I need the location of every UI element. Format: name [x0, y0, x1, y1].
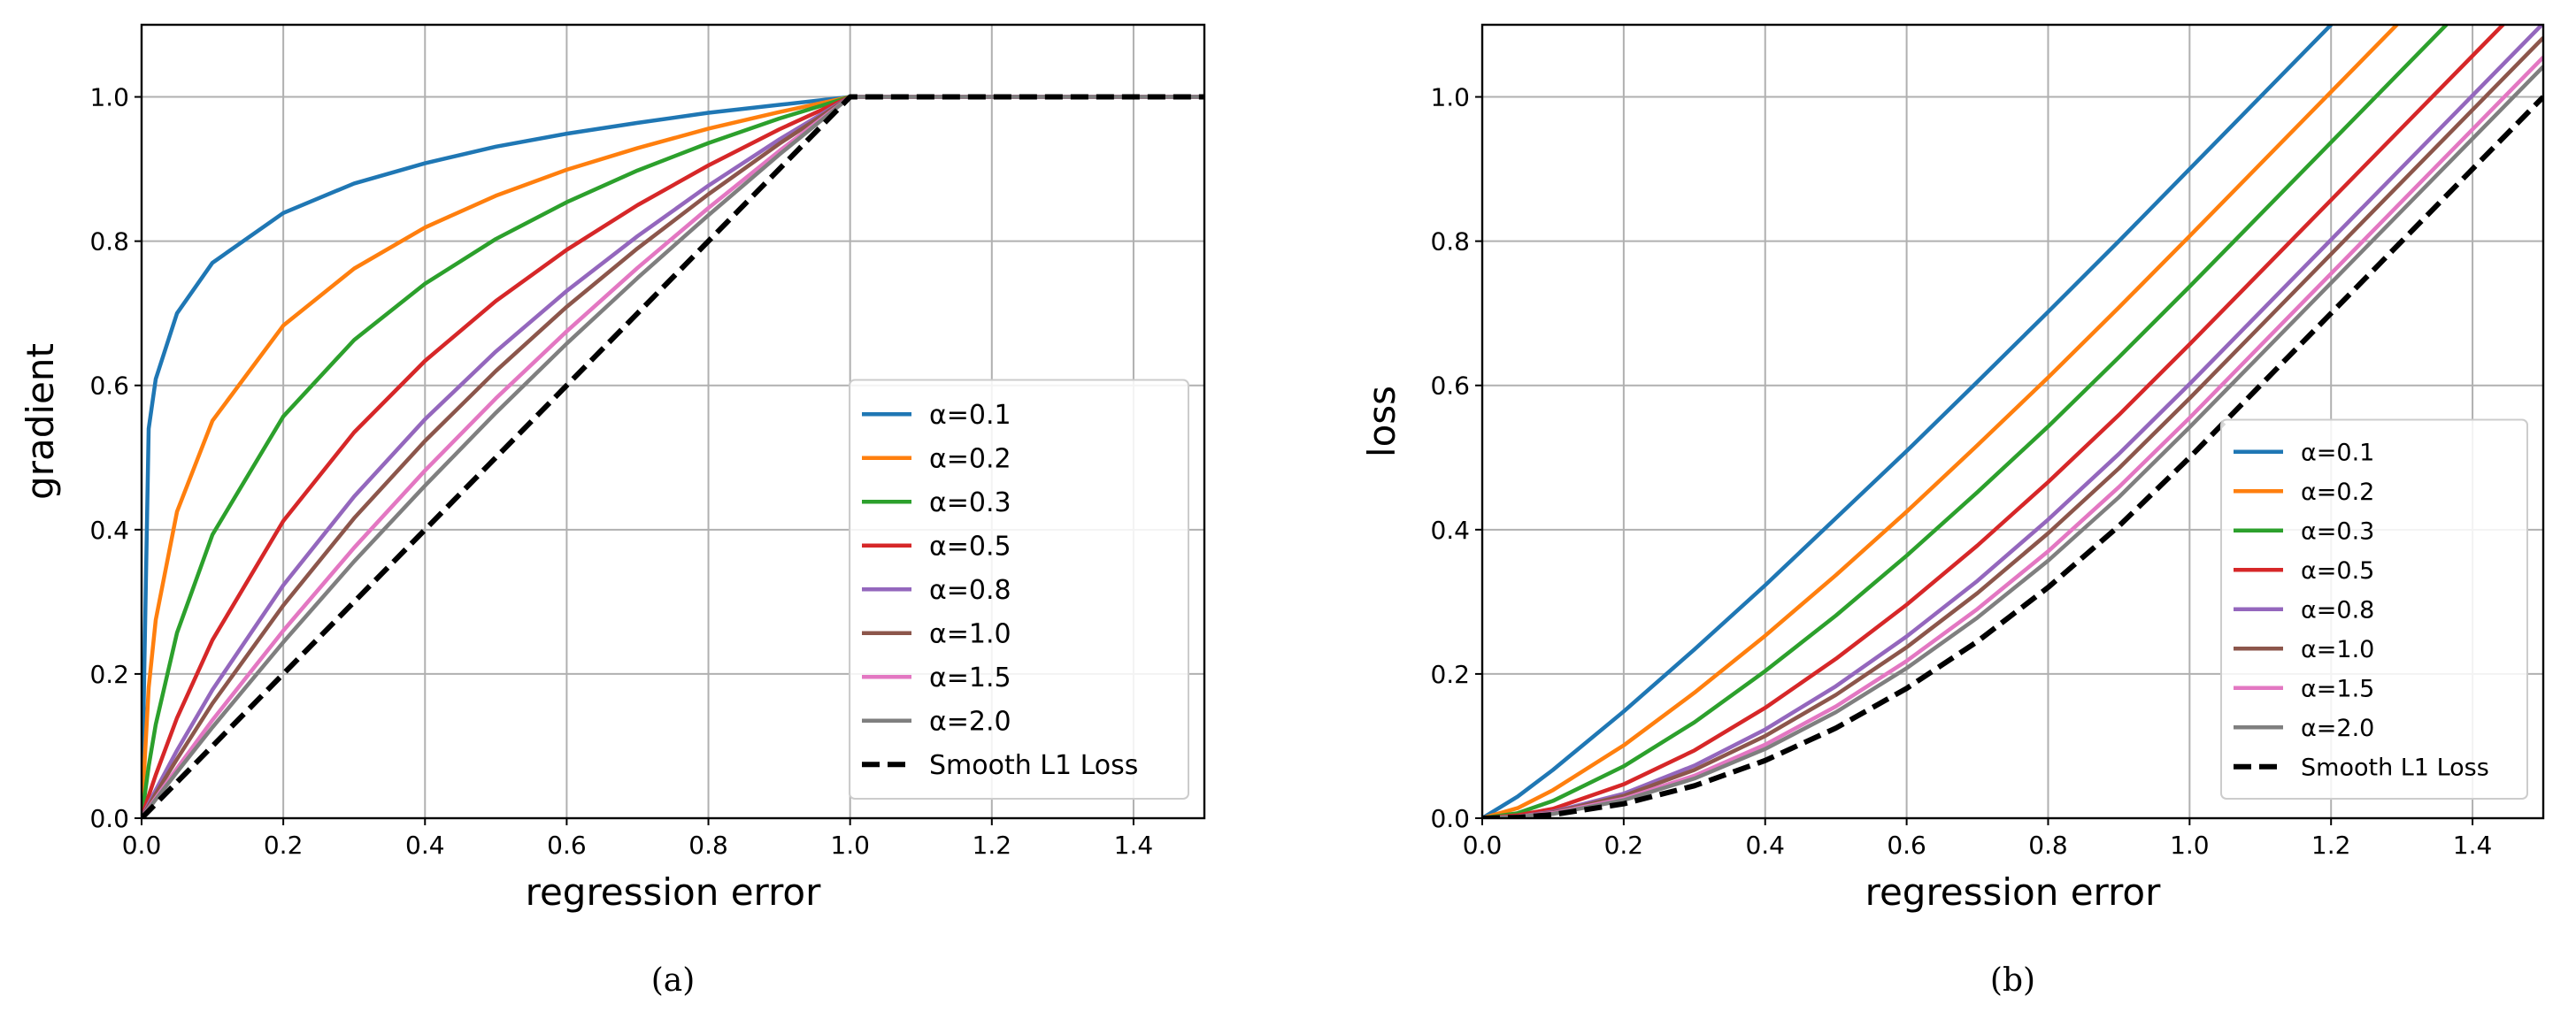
- y-tick-label: 1.0: [89, 83, 129, 112]
- legend: α=0.1 α=0.2 α=0.3 α=0.5 α=0.8 α=1.0 α=1.5 α=2.0…: [849, 379, 1189, 800]
- x-tick-label: 0.0: [122, 831, 162, 860]
- series-line: [1482, 65, 2543, 818]
- y-axis-label: gradient: [19, 343, 62, 500]
- x-tick-label: 0.8: [688, 831, 728, 860]
- y-tick-label: 0.0: [89, 804, 129, 833]
- series-line: [1482, 25, 2334, 818]
- series-line: [142, 95, 1204, 818]
- legend-label: α=0.8: [2301, 596, 2374, 624]
- y-tick-label: 0.8: [89, 227, 129, 257]
- series-line: [1482, 25, 2506, 818]
- series-line: [142, 95, 1204, 818]
- series-line: [1482, 25, 2449, 818]
- x-tick-label: 1.0: [830, 831, 870, 860]
- series-line: [1482, 25, 2400, 818]
- y-tick-label: 0.6: [1430, 372, 1470, 401]
- series-line: [142, 95, 1204, 818]
- x-tick-label: 1.4: [1114, 831, 1154, 860]
- series-line: [142, 95, 1204, 818]
- y-tick-label: 0.4: [1430, 516, 1470, 545]
- x-tick-label: 0.0: [1463, 831, 1503, 860]
- chart: 0.0 0.2 0.4 0.6 0.8 1.0 1.2 1.4 0.0 0.2 0.4 0.6 0.8 1…: [19, 23, 1206, 999]
- y-tick-label: 0.4: [89, 516, 129, 545]
- caption: (a): [651, 962, 696, 999]
- plot-lines: [142, 94, 1204, 818]
- plot-frame: [140, 23, 1206, 820]
- legend-label: α=0.1: [2301, 439, 2374, 466]
- legend-label: α=0.2: [929, 444, 1011, 475]
- legend-label: α=0.5: [929, 532, 1011, 563]
- legend-label: Smooth L1 Loss: [929, 750, 1138, 781]
- x-tick-label: 0.2: [1604, 831, 1644, 860]
- legend-label: α=0.1: [929, 400, 1011, 431]
- legend-label: α=1.0: [2301, 636, 2374, 663]
- plot-frame: [1480, 23, 2545, 820]
- chart: 0.0 0.2 0.4 0.6 0.8 1.0 1.2 1.4 0.0 0.2 0.4 0.6 0.8 1…: [1360, 23, 2545, 999]
- x-tick-label: 0.4: [405, 831, 445, 860]
- legend-label: α=0.2: [2301, 479, 2374, 506]
- y-tick-label: 0.2: [89, 660, 129, 689]
- y-tick-label: 0.8: [1430, 227, 1470, 257]
- caption: (b): [1990, 962, 2035, 999]
- x-tick-label: 1.2: [2311, 831, 2351, 860]
- series-line: [1482, 95, 2543, 818]
- x-tick-label: 1.4: [2453, 831, 2493, 860]
- legend-label: α=0.3: [929, 487, 1011, 518]
- legend-label: α=0.5: [2301, 557, 2374, 585]
- legend-box: [849, 379, 1189, 800]
- y-tick-label: 0.6: [89, 372, 129, 401]
- y-tick-label: 1.0: [1430, 83, 1470, 112]
- y-axis-label: loss: [1360, 386, 1403, 457]
- legend-label: α=1.0: [929, 619, 1011, 650]
- x-tick-label: 0.6: [1887, 831, 1926, 860]
- x-tick-label: 0.4: [1745, 831, 1785, 860]
- legend-label: α=0.8: [929, 575, 1011, 606]
- legend-label: α=1.5: [2301, 675, 2374, 702]
- legend-label: α=2.0: [929, 707, 1011, 738]
- x-tick-label: 1.2: [973, 831, 1012, 860]
- series-line: [142, 95, 1204, 818]
- legend-label: α=1.5: [929, 663, 1011, 693]
- x-tick-label: 0.2: [264, 831, 304, 860]
- legend-label: Smooth L1 Loss: [2301, 754, 2489, 781]
- legend-box: [2220, 418, 2528, 800]
- x-tick-label: 1.0: [2170, 831, 2210, 860]
- x-tick-label: 0.6: [547, 831, 587, 860]
- y-tick-label: 0.2: [1430, 660, 1470, 689]
- x-tick-label: 0.8: [2028, 831, 2068, 860]
- x-axis-label: regression error: [1865, 870, 2162, 914]
- x-axis-label: regression error: [526, 870, 822, 914]
- series-line: [142, 94, 1204, 818]
- plot-lines: [1482, 25, 2543, 818]
- series-line: [142, 95, 1204, 818]
- series-line: [142, 95, 1204, 818]
- y-tick-label: 0.0: [1430, 804, 1470, 833]
- legend-label: α=0.3: [2301, 517, 2374, 545]
- legend-label: α=2.0: [2301, 715, 2374, 742]
- legend: α=0.1 α=0.2 α=0.3 α=0.5 α=0.8 α=1.0 α=1.5 α=2.0…: [2220, 418, 2528, 800]
